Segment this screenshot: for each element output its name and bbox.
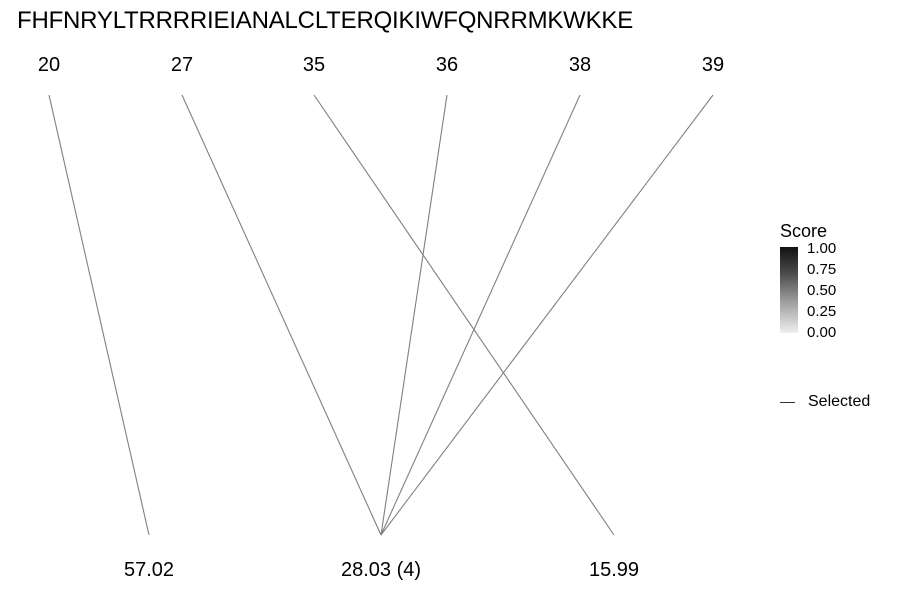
link-line [181, 94, 382, 536]
link-line [380, 94, 714, 536]
top-position-label: 35 [303, 54, 325, 76]
link-line [313, 94, 615, 536]
link-line [380, 94, 581, 536]
top-position-label: 20 [38, 54, 60, 76]
bottom-mass-label: 28.03 (4) [341, 559, 421, 581]
score-tick-mark [798, 248, 803, 249]
link-line [380, 94, 448, 536]
bottom-mass-label: 57.02 [124, 559, 174, 581]
score-tick-mark [798, 332, 803, 333]
sequence-title: FHFNRYLTRRRRIEIANALCLTERQIKIWFQNRRMKWKKE [17, 7, 634, 34]
score-legend: Score 1.00 0.75 0.50 0.25 0.00 [780, 220, 890, 341]
top-position-label: 39 [702, 54, 724, 76]
top-position-label: 36 [436, 54, 458, 76]
top-position-label: 38 [569, 54, 591, 76]
score-tick-label: 0.25 [807, 303, 837, 320]
score-tick-mark [798, 269, 803, 270]
top-position-label: 27 [171, 54, 193, 76]
score-tick-label: 0.75 [807, 261, 837, 278]
link-line [48, 94, 150, 536]
selected-line-swatch [780, 401, 795, 403]
score-tick-mark [798, 311, 803, 312]
score-tick-label: 0.00 [807, 324, 837, 341]
selected-label: Selected [808, 393, 871, 410]
score-tick-label: 1.00 [807, 240, 837, 257]
bottom-mass-label: 15.99 [589, 559, 639, 581]
score-tick-label: 0.50 [807, 282, 837, 299]
score-legend-title: Score [780, 221, 828, 241]
score-colorbar [780, 247, 798, 333]
score-tick-mark [798, 290, 803, 291]
score-scale: 1.00 0.75 0.50 0.25 0.00 [780, 241, 890, 341]
selected-legend: Selected [780, 393, 870, 411]
